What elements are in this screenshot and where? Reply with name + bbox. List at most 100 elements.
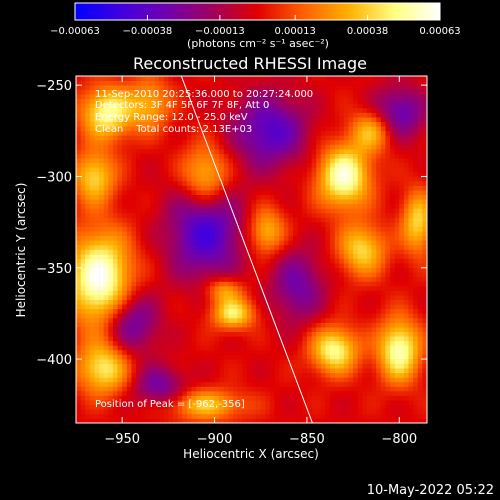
heatmap-cell — [76, 249, 81, 255]
heatmap-cell — [177, 308, 183, 314]
heatmap-cell — [108, 254, 114, 259]
heatmap-cell — [205, 176, 211, 182]
heatmap-cell — [122, 317, 128, 323]
heatmap-cell — [265, 340, 271, 346]
heatmap-cell — [246, 345, 252, 351]
heatmap-cell — [223, 217, 229, 223]
heatmap-cell — [269, 121, 275, 127]
heatmap-cell — [288, 158, 294, 164]
heatmap-cell — [209, 176, 215, 182]
heatmap-cell — [343, 368, 349, 374]
heatmap-cell — [330, 190, 335, 196]
heatmap-cell — [122, 149, 128, 154]
heatmap-cell — [353, 240, 359, 246]
heatmap-cell — [149, 208, 155, 214]
heatmap-cell — [233, 286, 238, 291]
colorbar-frame — [74, 2, 441, 21]
heatmap-cell — [122, 349, 128, 355]
heatmap-cell — [159, 363, 165, 369]
heatmap-cell — [251, 263, 257, 269]
heatmap-cell — [126, 158, 132, 164]
heatmap-cell — [186, 290, 192, 296]
heatmap-cell — [214, 418, 220, 423]
heatmap-cell — [325, 144, 331, 150]
heatmap-cell — [246, 372, 252, 378]
heatmap-cell — [330, 381, 335, 387]
heatmap-cell — [117, 386, 123, 392]
heatmap-cell — [311, 336, 317, 342]
heatmap-cell — [159, 212, 165, 218]
heatmap-cell — [205, 272, 211, 278]
heatmap-cell — [339, 162, 345, 168]
heatmap-cell — [126, 267, 132, 273]
heatmap-cell — [159, 135, 165, 141]
heatmap-cell — [325, 391, 331, 396]
heatmap-cell — [233, 249, 238, 255]
heatmap-cell — [168, 267, 174, 273]
heatmap-cell — [85, 199, 91, 205]
heatmap-cell — [353, 263, 359, 269]
heatmap-cell — [168, 413, 174, 419]
heatmap-cell — [172, 308, 178, 314]
heatmap-cell — [362, 212, 368, 218]
heatmap-cell — [228, 359, 234, 364]
heatmap-cell — [136, 231, 141, 237]
heatmap-cell — [330, 295, 335, 301]
heatmap-cell — [209, 208, 215, 214]
heatmap-cell — [163, 117, 169, 122]
heatmap-cell — [306, 226, 312, 232]
heatmap-cell — [339, 400, 345, 406]
heatmap-cell — [112, 240, 118, 246]
heatmap-cell — [136, 80, 141, 86]
heatmap-cell — [228, 281, 234, 287]
heatmap-cell — [237, 226, 243, 232]
heatmap-cell — [168, 313, 174, 319]
heatmap-cell — [182, 286, 188, 291]
heatmap-cell — [237, 272, 243, 278]
heatmap-cell — [293, 349, 298, 355]
heatmap-cell — [362, 404, 368, 410]
heatmap-cell — [112, 395, 118, 401]
heatmap-cell — [117, 222, 123, 227]
heatmap-cell — [159, 94, 165, 100]
heatmap-cell — [172, 153, 178, 159]
heatmap-cell — [168, 354, 174, 360]
heatmap-cell — [316, 363, 322, 369]
heatmap-cell — [251, 395, 257, 401]
heatmap-cell — [376, 276, 382, 282]
heatmap-cell — [89, 231, 95, 237]
heatmap-cell — [172, 327, 178, 332]
heatmap-cell — [219, 139, 225, 145]
heatmap-cell — [237, 331, 243, 337]
heatmap-cell — [191, 185, 197, 191]
heatmap-cell — [260, 185, 266, 191]
heatmap-cell — [205, 217, 211, 223]
heatmap-cell — [362, 126, 368, 132]
heatmap-cell — [316, 212, 322, 218]
heatmap-cell — [214, 80, 220, 86]
heatmap-cell — [316, 395, 322, 401]
heatmap-cell — [103, 85, 109, 90]
heatmap-cell — [334, 103, 340, 109]
heatmap-cell — [154, 386, 160, 392]
heatmap-cell — [279, 267, 285, 273]
heatmap-cell — [89, 331, 95, 337]
heatmap-cell — [80, 418, 86, 423]
heatmap-cell — [279, 121, 285, 127]
heatmap-cell — [269, 89, 275, 95]
heatmap-cell — [242, 359, 248, 364]
heatmap-cell — [149, 117, 155, 122]
heatmap-cell — [357, 363, 363, 369]
heatmap-cell — [297, 395, 303, 401]
heatmap-cell — [140, 226, 146, 232]
heatmap-cell — [334, 363, 340, 369]
heatmap-cell — [200, 231, 206, 237]
heatmap-cell — [126, 185, 132, 191]
heatmap-cell — [366, 299, 372, 305]
heatmap-cell — [265, 281, 271, 287]
heatmap-cell — [154, 254, 160, 259]
heatmap-cell — [274, 308, 280, 314]
heatmap-cell — [362, 171, 368, 177]
heatmap-cell — [85, 336, 91, 342]
heatmap-cell — [168, 404, 174, 410]
